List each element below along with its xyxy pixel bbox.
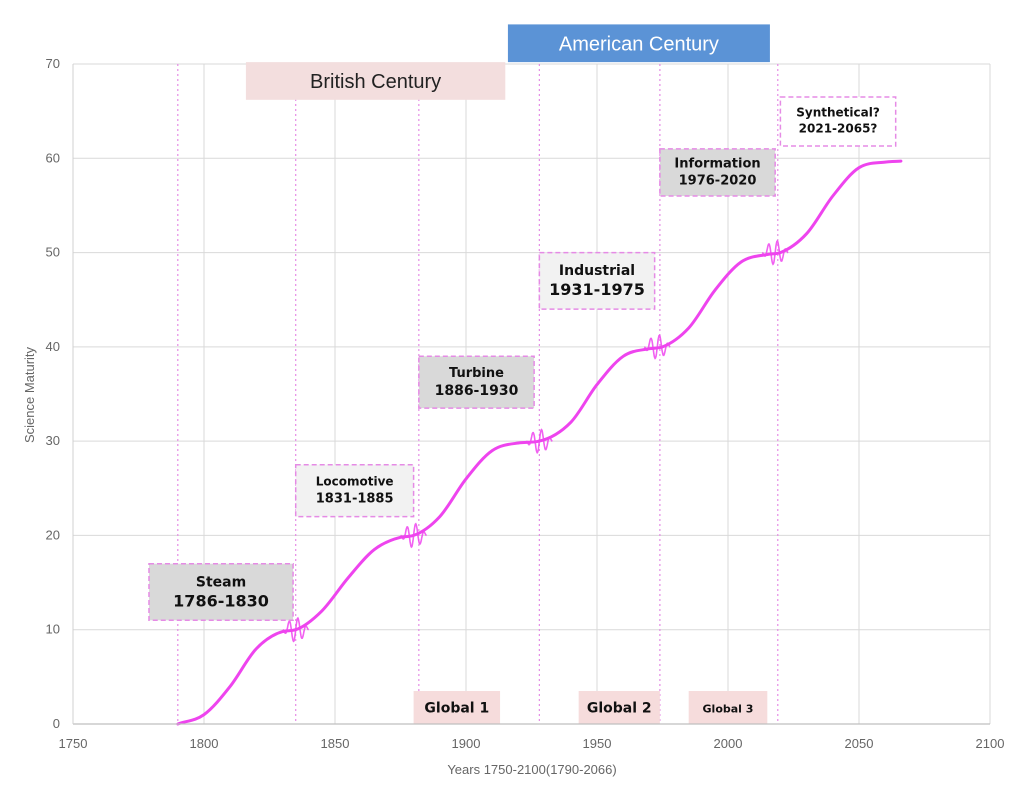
transition-wiggle <box>282 616 310 643</box>
century-band <box>507 24 770 63</box>
y-tick-label: 20 <box>46 527 60 542</box>
y-tick-label: 60 <box>46 150 60 165</box>
y-axis-title: Science Maturity <box>22 346 37 443</box>
transition-wiggle <box>761 239 789 266</box>
global-box <box>688 691 768 724</box>
y-tick-label: 0 <box>53 716 60 731</box>
era-years: 1786-1830 <box>173 591 269 610</box>
global-box <box>578 691 660 724</box>
era-box <box>148 562 294 622</box>
era-box <box>538 251 656 310</box>
era-name: Turbine <box>449 366 504 381</box>
x-tick-label: 2000 <box>714 736 743 751</box>
era-years: 1831-1885 <box>316 491 394 506</box>
y-tick-label: 70 <box>46 56 60 71</box>
global-label: Global 3 <box>703 703 754 716</box>
y-tick-label: 50 <box>46 245 60 260</box>
era-box <box>418 355 535 409</box>
era-name: Locomotive <box>316 474 394 488</box>
era-box <box>659 148 776 197</box>
transition-wiggle <box>643 334 671 360</box>
era-years: 1886-1930 <box>435 383 519 399</box>
century-band <box>245 62 506 100</box>
x-tick-label: 1900 <box>452 736 481 751</box>
global-label: Global 1 <box>424 701 489 717</box>
x-tick-label: 1950 <box>583 736 612 751</box>
era-box <box>779 96 897 147</box>
global-label: Global 2 <box>587 701 652 717</box>
x-axis-title: Years 1750-2100(1790-2066) <box>447 762 616 777</box>
era-name: Synthetical? <box>796 106 880 120</box>
x-tick-label: 1750 <box>59 736 88 751</box>
global-box <box>413 691 501 724</box>
curve-layer <box>176 159 903 726</box>
transition-wiggle <box>526 428 553 455</box>
grid <box>72 63 991 725</box>
x-tick-label: 1800 <box>190 736 219 751</box>
axes: 0 10 20 30 40 50 60 70 1750 1800 1850 1900 1950 2000 2… <box>46 56 1005 751</box>
y-tick-label: 30 <box>46 433 60 448</box>
x-tick-label: 1850 <box>321 736 350 751</box>
x-tick-label: 2050 <box>845 736 874 751</box>
transition-wiggle <box>400 522 427 549</box>
century-bands: British Century American Century <box>245 24 770 100</box>
era-name: Information <box>674 157 760 172</box>
era-name: Steam <box>196 574 246 590</box>
era-name: Industrial <box>559 263 635 279</box>
century-label: British Century <box>310 71 441 93</box>
y-tick-label: 10 <box>46 622 60 637</box>
y-tick-label: 40 <box>46 339 60 354</box>
global-labels: Global 1 Global 2 Global 3 <box>413 691 768 724</box>
century-label: American Century <box>559 33 719 55</box>
era-years: 1976-2020 <box>679 174 757 189</box>
x-tick-label: 2100 <box>976 736 1005 751</box>
era-box <box>294 463 415 518</box>
era-years: 1931-1975 <box>549 280 645 299</box>
era-years: 2021-2065? <box>799 122 878 136</box>
